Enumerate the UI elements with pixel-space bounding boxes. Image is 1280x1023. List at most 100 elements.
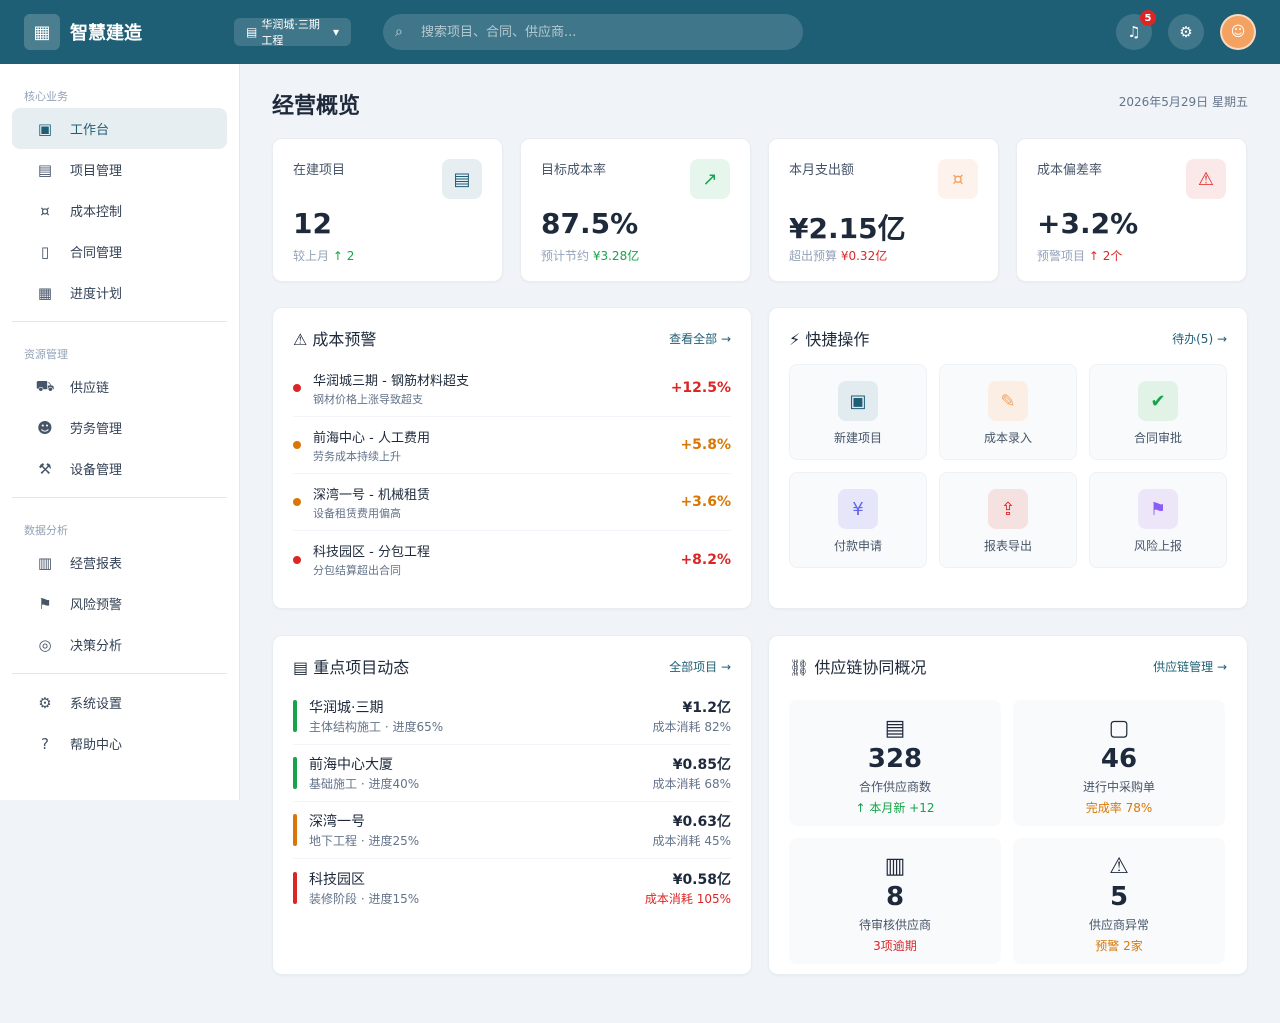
quick-grid: ▣ 新建项目 ✎ 成本录入 ✔ 合同审批 ¥ 付款申请 ⇪ 报表导出 ⚑ 风险上… xyxy=(789,364,1227,568)
supply-stat-suppliers[interactable]: ▤ 328 合作供应商数 ↑ 本月新 +12 xyxy=(789,700,1001,826)
stat-card-projects[interactable]: 在建项目 ▤ 12 较上月 ↑ 2 xyxy=(272,138,503,282)
quick-label: 付款申请 xyxy=(833,539,882,553)
quick-label: 风险上报 xyxy=(1133,539,1182,553)
contract-approval-button[interactable]: ✔ 合同审批 xyxy=(1089,364,1227,460)
building-icon: ▤ xyxy=(442,159,482,199)
view-all-link[interactable]: 查看全部 → xyxy=(669,331,731,346)
sidebar-item-projects[interactable]: ▤ 项目管理 xyxy=(12,149,227,190)
list-item[interactable]: 科技园区 装修阶段 · 进度15% ¥0.58亿 成本消耗 105% xyxy=(293,859,731,916)
app-title: 智慧建造 xyxy=(70,23,142,44)
top-actions: ♫ 5 ⚙ ☺ xyxy=(1116,10,1256,50)
stat-card-deviation[interactable]: 成本偏差率 ⚠ +3.2% 预警项目 ↑ 2个 xyxy=(1016,138,1247,282)
nav-group-label: 核心业务 xyxy=(24,90,68,103)
all-projects-link[interactable]: 全部项目 → xyxy=(669,659,731,674)
building-icon[interactable]: ▦ xyxy=(24,14,60,50)
supply-chain-link[interactable]: 供应链管理 → xyxy=(1153,659,1227,674)
list-item[interactable]: 前海中心大厦 基础施工 · 进度40% ¥0.85亿 成本消耗 68% xyxy=(293,745,731,802)
cost-entry-button[interactable]: ✎ 成本录入 xyxy=(939,364,1077,460)
stat-label: 成本偏差率 xyxy=(1037,163,1103,178)
export-icon: ⇪ xyxy=(988,489,1028,529)
edit-icon: ✎ xyxy=(988,381,1028,421)
list-item[interactable]: 科技园区 - 分包工程 分包结算超出合同 +8.2% xyxy=(293,531,731,588)
sidebar-item-labor[interactable]: ☻ 劳务管理 xyxy=(12,407,227,448)
stat-label: 本月支出额 xyxy=(789,163,855,178)
building-icon: ▤ xyxy=(884,716,906,741)
risk-desc: 劳务成本持续上升 xyxy=(313,449,401,463)
list-item[interactable]: 深湾一号 地下工程 · 进度25% ¥0.63亿 成本消耗 45% xyxy=(293,802,731,859)
supply-sub: 预警 2家 xyxy=(1095,939,1143,953)
sidebar-item-cost[interactable]: ¤ 成本控制 xyxy=(12,190,227,231)
sidebar-item-supply-chain[interactable]: ⛟ 供应链 xyxy=(12,366,227,407)
supply-stat-orders[interactable]: ▢ 46 进行中采购单 完成率 78% xyxy=(1013,700,1225,826)
supply-stat-abnormal[interactable]: ⚠ 5 供应商异常 预警 2家 xyxy=(1013,838,1225,964)
supply-stat-pending[interactable]: ▥ 8 待审核供应商 3项逾期 xyxy=(789,838,1001,964)
new-project-button[interactable]: ▣ 新建项目 xyxy=(789,364,927,460)
sidebar-item-risk[interactable]: ⚑ 风险预警 xyxy=(12,583,227,624)
chart-icon: ▥ xyxy=(37,553,53,572)
sidebar-item-contracts[interactable]: ▯ 合同管理 xyxy=(12,231,227,272)
sidebar-item-decision[interactable]: ◎ 决策分析 xyxy=(12,624,227,665)
project-name: 深湾一号 xyxy=(309,814,365,830)
project-meta: 基础施工 · 进度40% xyxy=(309,777,420,791)
supply-sub: 3项逾期 xyxy=(873,939,917,953)
stat-sub-prefix: 预警项目 xyxy=(1037,249,1086,263)
panel-title: ▤ 重点项目动态 xyxy=(293,654,409,678)
money-icon: ¤ xyxy=(40,201,50,220)
payment-request-button[interactable]: ¥ 付款申请 xyxy=(789,472,927,568)
sidebar-item-equipment[interactable]: ⚒ 设备管理 xyxy=(12,448,227,489)
search-input[interactable] xyxy=(419,24,791,40)
sidebar-item-label: 工作台 xyxy=(70,123,110,138)
list-item[interactable]: 前海中心 - 人工费用 劳务成本持续上升 +5.8% xyxy=(293,417,731,474)
supply-grid: ▤ 328 合作供应商数 ↑ 本月新 +12 ▢ 46 进行中采购单 完成率 7… xyxy=(789,700,1227,964)
todo-link[interactable]: 待办(5) → xyxy=(1172,331,1227,346)
project-name: 前海中心大厦 xyxy=(309,757,393,773)
avatar[interactable]: ☺ xyxy=(1220,14,1256,50)
quick-label: 合同审批 xyxy=(1133,431,1182,445)
panel-title-text: 供应链协同概况 xyxy=(814,658,927,677)
risk-value: +3.6% xyxy=(680,494,731,510)
stat-sub: 预警项目 ↑ 2个 xyxy=(1037,247,1122,264)
project-meta: 主体结构施工 · 进度65% xyxy=(309,720,444,734)
package-icon: ▢ xyxy=(1108,716,1130,741)
panel-title: ⚠ 成本预警 xyxy=(293,330,377,349)
notification-badge: 5 xyxy=(1140,10,1156,26)
notification-button[interactable]: ♫ 5 xyxy=(1116,10,1156,50)
supply-value: 5 xyxy=(1109,882,1129,912)
project-meta: 装修阶段 · 进度15% xyxy=(309,891,420,906)
gear-icon: ⚙ xyxy=(1179,23,1193,41)
check-icon: ✔ xyxy=(1138,381,1178,421)
quick-label: 新建项目 xyxy=(833,431,882,445)
add-file-icon: ▣ xyxy=(838,381,878,421)
status-dot xyxy=(293,384,301,392)
project-selector[interactable]: ▤ 华润城·三期工程 ▾ xyxy=(234,18,351,47)
page-title: 经营概览 xyxy=(272,94,361,119)
list-item[interactable]: 华润城三期 - 钢筋材料超支 钢材价格上涨导致超支 +12.5% xyxy=(293,360,731,417)
sidebar-item-schedule[interactable]: ▦ 进度计划 xyxy=(12,272,227,313)
sidebar-item-reports[interactable]: ▥ 经营报表 xyxy=(12,542,227,583)
report-export-button[interactable]: ⇪ 报表导出 xyxy=(939,472,1077,568)
list-item[interactable]: 华润城·三期 主体结构施工 · 进度65% ¥1.2亿 成本消耗 82% xyxy=(293,688,731,745)
stat-value: 87.5% xyxy=(541,207,639,240)
status-bar xyxy=(293,871,297,904)
stat-sub: 预计节约 ¥3.28亿 xyxy=(541,247,639,264)
supply-label: 合作供应商数 xyxy=(858,780,931,794)
risk-desc: 钢材价格上涨导致超支 xyxy=(313,392,423,406)
settings-button[interactable]: ⚙ xyxy=(1168,14,1204,50)
project-name: 华润城·三期 xyxy=(309,700,384,716)
stat-sub: 较上月 ↑ 2 xyxy=(293,247,354,264)
stat-card-spending[interactable]: 本月支出额 ¤ ¥2.15亿 超出预算 ¥0.32亿 xyxy=(768,138,999,282)
sidebar-item-settings[interactable]: ⚙ 系统设置 xyxy=(12,682,227,723)
stat-sub-prefix: 较上月 xyxy=(293,249,330,263)
help-icon: ? xyxy=(41,734,49,753)
project-meta: 地下工程 · 进度25% xyxy=(309,834,420,848)
risk-report-button[interactable]: ⚑ 风险上报 xyxy=(1089,472,1227,568)
stat-card-cost-rate[interactable]: 目标成本率 ↗ 87.5% 预计节约 ¥3.28亿 xyxy=(520,138,751,282)
project-amount: ¥0.58亿 xyxy=(672,871,731,888)
risk-desc: 设备租赁费用偏高 xyxy=(313,506,401,520)
risk-value: +12.5% xyxy=(670,380,731,396)
trend-icon: ↗ xyxy=(690,159,730,199)
list-item[interactable]: 深湾一号 - 机械租赁 设备租赁费用偏高 +3.6% xyxy=(293,474,731,531)
building-icon: ▤ xyxy=(37,160,53,179)
sidebar-item-help[interactable]: ? 帮助中心 xyxy=(12,723,227,764)
sidebar-item-workbench[interactable]: ▣ 工作台 xyxy=(12,108,227,149)
